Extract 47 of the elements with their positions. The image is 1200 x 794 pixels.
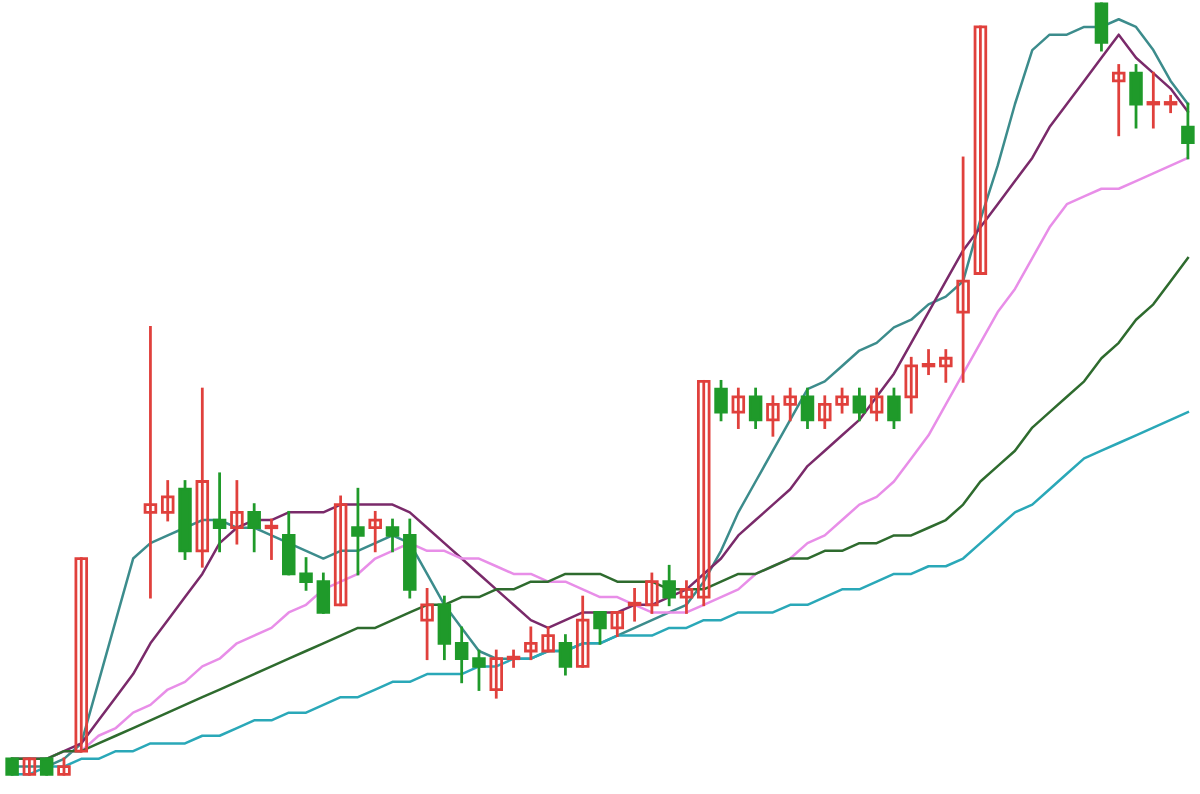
candlestick (697, 379, 711, 607)
candlestick (887, 387, 901, 429)
candlestick (558, 634, 573, 676)
candlestick (420, 587, 434, 661)
candlestick (1111, 64, 1126, 137)
candlestick (869, 387, 884, 422)
candlestick (1146, 71, 1161, 129)
candlestick (74, 557, 89, 753)
candlestick (904, 356, 918, 414)
candlestick (575, 595, 590, 668)
candlestick (22, 757, 37, 776)
candlestick (852, 387, 867, 422)
candlestick (437, 595, 452, 661)
candlestick (973, 25, 988, 275)
candlestick (731, 387, 746, 429)
candlestick (247, 503, 261, 553)
candlestick (939, 349, 953, 383)
candlestick (489, 649, 503, 699)
candlestick (1129, 64, 1143, 129)
candlestick (506, 649, 521, 668)
candlestick (1163, 94, 1178, 114)
candlestick (212, 472, 227, 553)
candlestick (160, 480, 175, 522)
candlestick (368, 510, 382, 553)
candlestick (593, 611, 607, 645)
candlestick (1181, 102, 1195, 160)
candlestick (351, 487, 365, 576)
candlestick (195, 387, 210, 568)
candlestick (385, 518, 400, 553)
candlestick (714, 379, 728, 422)
candlestick (800, 387, 815, 429)
candlestick (610, 611, 625, 637)
candlestick (333, 495, 348, 607)
candlestick (143, 326, 158, 599)
candlestick (316, 572, 331, 614)
candlestick (1094, 2, 1109, 52)
candlestick (454, 626, 469, 684)
candlestick (662, 564, 676, 607)
candlestick (472, 649, 486, 691)
candlestick (748, 387, 763, 429)
candlestick (645, 572, 659, 614)
candlestick (230, 480, 244, 545)
candlestick (627, 587, 642, 622)
candlestick (264, 518, 279, 560)
candlestick (921, 349, 936, 376)
candlestick (956, 156, 970, 383)
candlestick (679, 580, 694, 614)
